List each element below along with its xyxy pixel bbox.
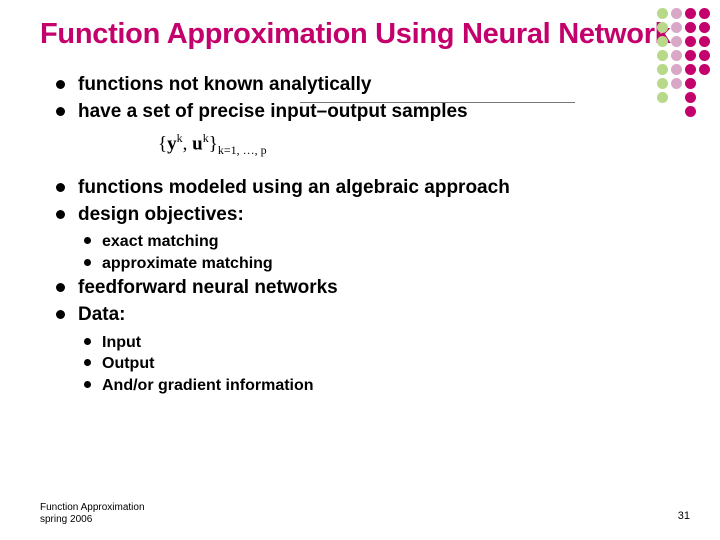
- formula-comma: ,: [183, 133, 193, 154]
- formula-var: u: [192, 133, 203, 154]
- page-number: 31: [678, 510, 690, 522]
- formula-sub: k=1, …, p: [218, 143, 267, 157]
- sub-bullet-item: Input: [78, 332, 680, 354]
- slide-title: Function Approximation Using Neural Netw…: [40, 18, 680, 51]
- sub-bullet-item: approximate matching: [78, 253, 680, 275]
- footer-left: Function Approximation spring 2006: [40, 502, 145, 526]
- formula-brace: }: [209, 133, 218, 154]
- bullet-item: design objectives: exact matching approx…: [50, 203, 680, 275]
- bullet-item: have a set of precise input–output sampl…: [50, 100, 680, 125]
- sub-bullet-item: And/or gradient information: [78, 375, 680, 397]
- formula-row: {yk, uk}k=1, …, p: [50, 131, 680, 158]
- bullet-item: functions not known analytically: [50, 73, 680, 98]
- slide-body: functions not known analytically have a …: [40, 73, 680, 396]
- sub-bullet-item: Output: [78, 353, 680, 375]
- footer-line: Function Approximation: [40, 502, 145, 514]
- formula-brace: {: [158, 133, 167, 154]
- bullet-text: Data:: [78, 304, 126, 325]
- bullet-item: Data: Input Output And/or gradient infor…: [50, 303, 680, 396]
- formula-var: y: [167, 133, 177, 154]
- sub-bullet-item: exact matching: [78, 231, 680, 253]
- bullet-item: functions modeled using an algebraic app…: [50, 176, 680, 201]
- footer-line: spring 2006: [40, 514, 145, 526]
- bullet-item: feedforward neural networks: [50, 276, 680, 301]
- bullet-text: design objectives:: [78, 204, 244, 225]
- slide: Function Approximation Using Neural Netw…: [0, 0, 720, 540]
- formula: {yk, uk}k=1, …, p: [158, 131, 267, 158]
